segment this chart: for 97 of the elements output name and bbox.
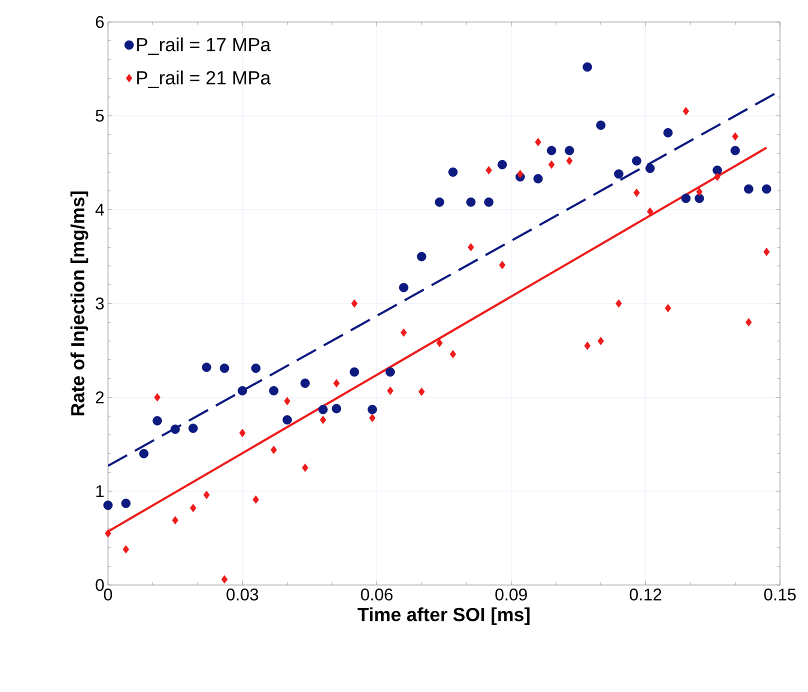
point <box>681 194 691 204</box>
y-tick-label: 3 <box>96 298 104 310</box>
point <box>730 146 740 156</box>
x-tick-label: 0.09 <box>495 588 527 601</box>
x-tick-label: 0.03 <box>226 588 258 601</box>
y-tick-label: 1 <box>96 485 104 497</box>
point <box>745 318 752 326</box>
point <box>386 367 395 377</box>
point <box>188 424 198 433</box>
x-tick-label: 0.15 <box>764 588 796 601</box>
point <box>284 396 290 406</box>
point <box>172 516 178 524</box>
y-tick-label: 4 <box>95 204 104 216</box>
point <box>170 424 180 434</box>
point <box>564 146 574 156</box>
y-axis-title: Rate of Injection [mg/ms] <box>70 192 88 416</box>
point <box>534 138 542 146</box>
point <box>152 416 162 426</box>
point <box>694 194 704 204</box>
point <box>516 170 524 178</box>
point <box>399 282 408 292</box>
point <box>616 299 622 308</box>
point <box>646 207 654 216</box>
point <box>154 393 160 402</box>
point <box>546 146 556 156</box>
point <box>202 362 212 372</box>
point <box>499 260 506 270</box>
point <box>744 184 754 194</box>
point <box>584 342 591 350</box>
point <box>139 448 149 458</box>
legend-label: P_rail = 21 MPa <box>137 70 271 88</box>
point <box>400 328 407 337</box>
y-tick-label: 0 <box>96 579 104 591</box>
point <box>351 299 358 308</box>
point <box>203 490 210 500</box>
point <box>663 128 673 138</box>
point <box>696 188 703 196</box>
point <box>614 169 624 179</box>
point <box>333 379 340 388</box>
point <box>270 446 277 454</box>
y-tick-label: 6 <box>96 16 104 28</box>
point <box>332 404 342 414</box>
point <box>238 386 248 396</box>
point <box>251 364 261 373</box>
point <box>387 386 394 395</box>
x-tick-label: 0.12 <box>630 588 662 601</box>
point <box>486 166 492 174</box>
point <box>714 172 720 182</box>
point <box>122 545 130 554</box>
point <box>220 364 230 373</box>
point <box>436 338 443 348</box>
point <box>762 184 772 194</box>
point <box>763 248 770 256</box>
point <box>448 167 458 177</box>
point <box>596 120 606 130</box>
point <box>302 464 308 472</box>
point <box>533 174 543 184</box>
point <box>498 160 507 170</box>
point <box>434 197 444 207</box>
point <box>221 575 228 584</box>
point <box>121 498 131 508</box>
point <box>450 350 456 358</box>
point <box>598 336 604 346</box>
point <box>368 404 378 414</box>
point <box>252 495 260 504</box>
point <box>484 197 494 207</box>
point <box>190 504 196 512</box>
point <box>632 156 642 166</box>
legend-label: P_rail = 17 MPa <box>137 37 271 55</box>
x-tick-label: 0.06 <box>360 588 393 601</box>
point <box>318 404 328 414</box>
x-tick-label: 0 <box>104 588 112 601</box>
point <box>582 62 592 72</box>
point <box>300 378 310 388</box>
point <box>416 252 426 262</box>
point <box>566 156 573 166</box>
point <box>103 500 113 510</box>
point <box>468 243 474 252</box>
point <box>320 416 326 424</box>
point <box>239 428 246 438</box>
point <box>369 414 376 422</box>
point <box>269 386 278 396</box>
point <box>466 197 476 207</box>
x-axis-title: Time after SOI [ms] <box>358 607 530 625</box>
point <box>732 132 738 141</box>
point <box>282 415 292 425</box>
point <box>682 106 690 116</box>
point <box>104 529 112 538</box>
y-tick-label: 2 <box>96 391 104 404</box>
point <box>633 188 640 197</box>
y-tick-label: 5 <box>96 110 104 122</box>
point <box>664 304 672 312</box>
point <box>350 367 360 377</box>
point <box>418 388 425 396</box>
point <box>645 164 655 174</box>
point <box>712 166 722 175</box>
point <box>548 160 555 169</box>
